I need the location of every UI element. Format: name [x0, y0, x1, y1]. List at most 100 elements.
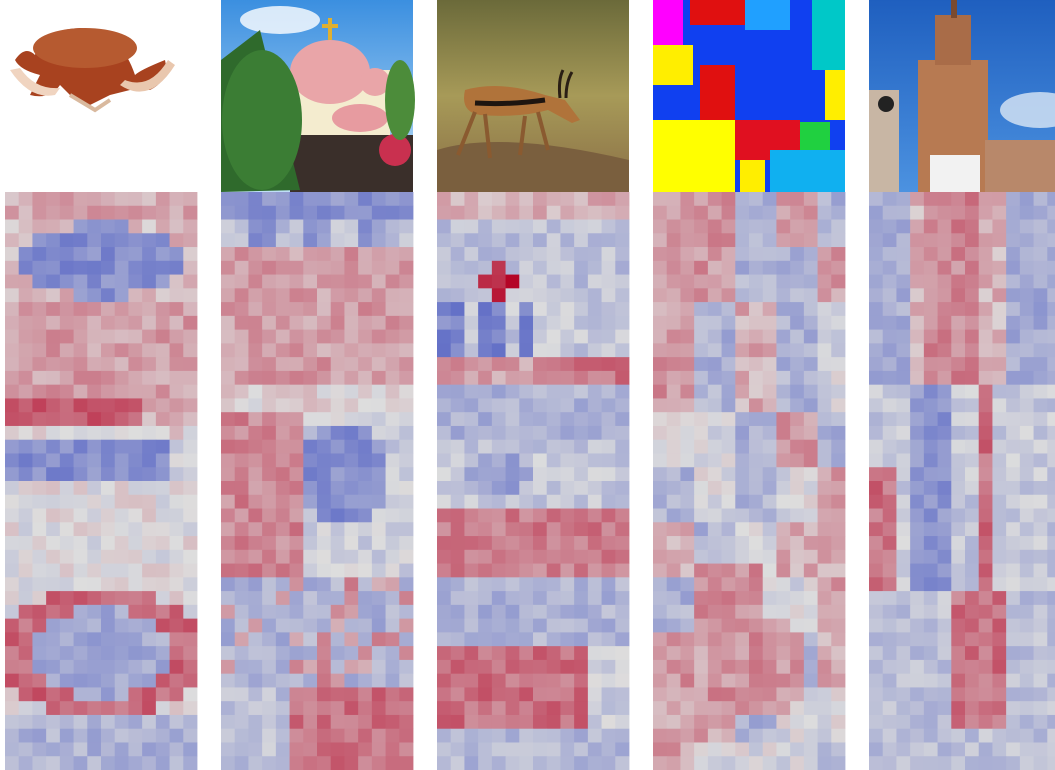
heat-cell — [560, 343, 575, 358]
heat-cell — [937, 701, 952, 716]
heat-cell — [869, 247, 884, 262]
heat-cell — [831, 425, 846, 441]
heat-cell — [519, 618, 534, 633]
heat-cell — [46, 714, 61, 730]
heat-cell — [262, 302, 277, 317]
heat-cell — [666, 384, 681, 399]
heat-cell — [248, 632, 263, 647]
heat-cell — [923, 646, 938, 661]
heat-cell — [601, 302, 616, 317]
heat-cell — [937, 549, 952, 564]
heat-cell — [478, 577, 493, 592]
heat-cell — [869, 687, 884, 702]
heat-cell — [385, 549, 400, 564]
heat-cell — [601, 756, 616, 770]
heat-cell — [615, 508, 630, 523]
heat-cell — [437, 632, 452, 647]
heat-cell — [505, 439, 520, 454]
heat-cell — [221, 508, 236, 523]
heat-cell — [790, 701, 805, 716]
heat-cell — [371, 508, 386, 523]
heat-cell — [450, 384, 465, 399]
heat-cell — [262, 247, 277, 262]
heat-cell — [303, 714, 318, 730]
heat-cell — [1047, 646, 1055, 661]
heat-cell — [371, 618, 386, 633]
heat-cell — [234, 714, 249, 730]
heat-cell — [234, 687, 249, 702]
heat-cell — [923, 536, 938, 551]
heat-cell — [992, 384, 1007, 399]
heat-cell — [344, 563, 359, 578]
heat-cell — [735, 398, 750, 413]
heat-cell — [275, 453, 290, 468]
heat-cell — [303, 756, 318, 770]
heat-cell — [46, 398, 61, 413]
heat-cell — [1019, 481, 1034, 496]
heat-cell — [128, 522, 143, 537]
heat-cell — [437, 577, 452, 592]
heat-cell — [817, 205, 832, 220]
heat-cell — [464, 714, 479, 730]
heat-cell — [560, 315, 575, 331]
heat-cell — [330, 219, 345, 234]
heat-cell — [234, 646, 249, 661]
heat-cell — [142, 343, 157, 358]
heat-cell — [869, 315, 884, 331]
heat-cell — [46, 494, 61, 509]
heat-cell — [275, 315, 290, 331]
heat-cell — [680, 247, 695, 262]
heat-cell — [248, 701, 263, 716]
heat-cell — [183, 219, 198, 234]
heat-cell — [275, 439, 290, 454]
heat-cell — [896, 756, 911, 770]
heat-cell — [1019, 357, 1034, 372]
heat-cell — [248, 714, 263, 730]
heat-cell — [505, 453, 520, 468]
heat-cell — [882, 646, 897, 661]
heat-cell — [910, 274, 925, 289]
heat-cell — [601, 453, 616, 468]
heat-cell — [937, 357, 952, 372]
heat-cell — [519, 659, 534, 675]
heat-cell — [303, 632, 318, 647]
heat-cell — [533, 219, 548, 234]
heat-cell — [262, 260, 277, 275]
heat-cell — [221, 205, 236, 220]
heat-cell — [87, 742, 102, 757]
heat-cell — [776, 756, 791, 770]
heat-cell — [615, 260, 630, 275]
heat-cell — [680, 604, 695, 620]
heat-cell — [1033, 481, 1048, 496]
heat-cell — [1006, 467, 1021, 482]
heat-cell — [303, 233, 318, 248]
heat-cell — [221, 370, 236, 386]
heat-cell — [910, 536, 925, 551]
heat-cell — [896, 260, 911, 275]
heat-cell — [183, 673, 198, 688]
heat-cell — [234, 659, 249, 675]
heat-cell — [749, 219, 764, 234]
heat-cell — [234, 274, 249, 289]
heat-cell — [587, 618, 602, 633]
heat-cell — [491, 205, 506, 220]
heat-cell — [303, 728, 318, 743]
heat-cell — [142, 453, 157, 468]
heat-cell — [505, 756, 520, 770]
heat-cell — [869, 659, 884, 675]
heat-cell — [155, 453, 170, 468]
heat-cell — [32, 687, 47, 702]
heat-cell — [762, 591, 777, 606]
heat-cell — [896, 219, 911, 234]
heat-cell — [721, 728, 736, 743]
heat-cell — [721, 219, 736, 234]
heat-cell — [183, 357, 198, 372]
heat-cell — [450, 192, 465, 207]
heat-cell — [831, 632, 846, 647]
heat-cell — [317, 714, 332, 730]
heat-cell — [735, 357, 750, 372]
heat-cell — [128, 329, 143, 344]
heat-cell — [735, 701, 750, 716]
heat-cell — [790, 233, 805, 248]
heat-cell — [560, 370, 575, 386]
